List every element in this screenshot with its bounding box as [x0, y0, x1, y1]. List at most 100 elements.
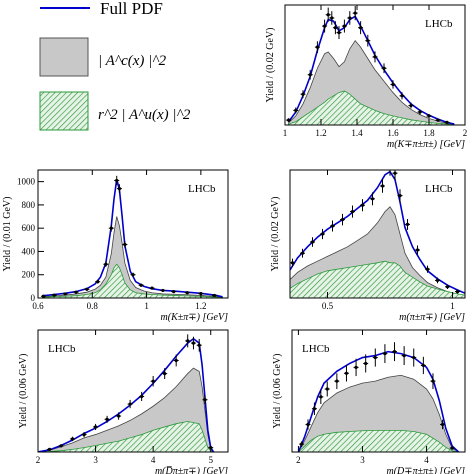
data-point: [103, 261, 109, 267]
data-point: [139, 391, 145, 402]
series-full-pdf-line: [43, 179, 223, 298]
data-point: [290, 258, 295, 267]
data-point: [307, 69, 313, 80]
data-point: [417, 109, 423, 115]
data-point: [370, 192, 375, 206]
y-tick-label: 200: [22, 270, 36, 280]
legend: Full PDF | A^c(x) |^2 r^2 | A^u(x) |^2: [39, 0, 191, 131]
data-point: [340, 213, 345, 226]
y-axis-label: Yield / (0.06 GeV): [272, 354, 283, 429]
data-point: [95, 279, 101, 284]
data-point: [149, 286, 155, 290]
x-axis-label: m(D̅π±π∓) [GeV]: [155, 466, 228, 474]
data-point: [196, 338, 202, 352]
data-point: [425, 265, 430, 273]
y-axis-label: Yield / (0.02 GeV): [270, 197, 281, 272]
plot-area: [40, 175, 223, 298]
legend-swatch-au: [39, 91, 89, 131]
x-tick-label: 0.5: [322, 301, 334, 311]
x-tick-label: 4: [424, 455, 429, 465]
series-au-area: [38, 421, 214, 452]
data-point: [293, 107, 299, 114]
data-point: [365, 34, 371, 47]
data-point: [440, 419, 446, 430]
data-point: [426, 113, 432, 118]
data-point: [73, 290, 79, 294]
data-point: [318, 389, 324, 404]
data-point: [51, 293, 57, 297]
data-point: [358, 21, 364, 35]
data-point: [280, 279, 285, 285]
panel-title: LHCb: [425, 18, 453, 30]
series-au-area: [43, 263, 223, 298]
data-point: [343, 365, 349, 382]
data-point: [104, 415, 110, 423]
data-point: [300, 248, 305, 258]
x-tick-label: 1: [283, 128, 288, 138]
x-axis-label: m(K∓π±π±) [GeV]: [387, 139, 465, 150]
data-point: [390, 80, 396, 89]
data-point: [381, 63, 387, 74]
data-point: [405, 218, 410, 230]
y-tick-label: 600: [22, 223, 36, 233]
series-au-area: [288, 90, 455, 125]
x-tick-label: 5: [208, 455, 213, 465]
data-point: [310, 237, 315, 247]
data-point: [202, 395, 208, 405]
data-point: [408, 102, 414, 109]
data-point: [81, 431, 87, 438]
data-point: [211, 293, 217, 298]
data-point: [314, 41, 320, 53]
data-point: [160, 288, 166, 293]
y-axis-label: Yield / (0.02 GeV): [265, 28, 276, 103]
plot-area: [297, 342, 460, 452]
data-point: [352, 5, 358, 21]
data-point: [392, 342, 398, 362]
data-point: [397, 189, 403, 202]
x-tick-label: 1.2: [315, 128, 326, 138]
data-point: [162, 368, 168, 380]
panel-title: LHCb: [302, 343, 330, 355]
series-full-pdf-line: [287, 15, 455, 125]
data-point: [325, 7, 331, 22]
data-point: [332, 21, 338, 35]
data-point: [330, 220, 335, 232]
plot-frame: [291, 329, 466, 453]
data-point: [445, 284, 450, 290]
chart-panel-k_pi_pi: 1 1.2 1.4 1.6 1.8 2 LHCb m(K∓π±π±) [GeV] Yield /…: [265, 4, 467, 150]
data-point: [353, 358, 359, 377]
data-point: [116, 412, 122, 420]
y-tick-label: 1000: [17, 177, 36, 187]
chart-panel-pi_pi: 0.5 1 LHCb m(π±π∓) [GeV] Yield / (0.02 GeV): [270, 169, 466, 323]
y-tick-label: 400: [22, 246, 36, 256]
data-point: [363, 354, 369, 373]
chart-panel-k_pi: 0.6 0.8 1 1.2 0 200 400 600 800 1000 LHCb m(K±π∓) […: [2, 169, 229, 323]
data-point: [392, 170, 398, 181]
x-tick-label: 1: [450, 301, 455, 311]
data-point: [324, 381, 330, 397]
series-full-pdf-line: [290, 170, 465, 294]
panel-title: LHCb: [188, 183, 216, 195]
plot-frame: [37, 169, 229, 299]
data-point: [449, 446, 455, 450]
legend-label-au: r^2 | A^u(x) |^2: [98, 107, 191, 123]
data-point: [399, 92, 405, 100]
data-point: [190, 336, 196, 350]
data-point: [444, 120, 450, 125]
data-point: [108, 224, 114, 232]
y-tick-label: 0: [31, 293, 36, 303]
x-tick-label: 1.2: [195, 301, 206, 311]
x-tick-label: 1: [144, 301, 149, 311]
data-point: [372, 51, 378, 63]
data-point: [380, 179, 385, 193]
x-tick-label: 0.6: [32, 301, 44, 311]
data-point: [138, 283, 144, 287]
legend-label-full-pdf: Full PDF: [100, 0, 163, 18]
data-point: [127, 399, 133, 409]
data-point: [401, 346, 407, 366]
x-tick-label: 3: [93, 455, 98, 465]
data-point: [320, 228, 325, 240]
x-tick-label: 4: [151, 455, 156, 465]
data-point: [84, 287, 90, 291]
